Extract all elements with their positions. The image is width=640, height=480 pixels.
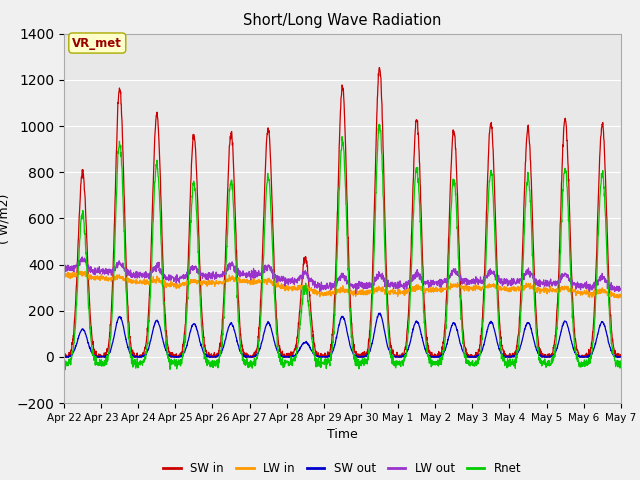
Rnet [584,360,591,365]
LW out [60,266,68,272]
SW in [216,344,223,349]
LW out [352,291,360,297]
LW in [568,286,575,291]
LW in [216,280,223,286]
LW out [359,282,367,288]
LW in [75,268,83,274]
LW in [359,288,367,294]
SW in [359,352,367,358]
Rnet [505,362,513,368]
Rnet [359,361,367,367]
LW out [371,279,379,285]
SW out [617,354,625,360]
SW out [505,354,513,360]
SW out [216,351,223,357]
SW out [376,310,384,316]
Rnet [61,367,69,372]
Rnet [617,358,625,364]
X-axis label: Time: Time [327,429,358,442]
LW out [79,254,86,260]
Rnet [375,121,383,127]
SW in [568,282,576,288]
Line: LW out: LW out [64,257,621,294]
LW out [568,282,576,288]
LW in [615,295,623,301]
Rnet [216,354,223,360]
Line: SW out: SW out [64,313,621,357]
Title: Short/Long Wave Radiation: Short/Long Wave Radiation [243,13,442,28]
LW in [60,274,68,279]
Line: LW in: LW in [64,271,621,298]
SW in [505,354,513,360]
LW out [505,279,513,285]
SW in [371,191,379,196]
LW in [617,293,625,299]
Rnet [60,359,68,365]
SW in [617,353,625,359]
Line: Rnet: Rnet [64,124,621,370]
LW in [584,290,591,296]
LW out [617,287,625,293]
SW in [60,354,68,360]
SW out [584,352,591,358]
Line: SW in: SW in [64,68,621,357]
SW in [60,353,68,359]
SW out [371,327,379,333]
LW in [504,287,512,293]
Rnet [371,229,379,235]
SW out [359,354,367,360]
LW out [584,283,591,288]
LW in [371,285,379,291]
SW in [376,65,383,71]
Text: VR_met: VR_met [72,36,122,49]
SW out [60,354,68,360]
Rnet [568,301,576,307]
Y-axis label: ( W/m2): ( W/m2) [0,193,11,243]
Legend: SW in, LW in, SW out, LW out, Rnet: SW in, LW in, SW out, LW out, Rnet [159,457,526,480]
SW out [60,354,68,360]
SW in [584,352,591,358]
LW out [216,274,223,280]
SW out [568,341,576,347]
